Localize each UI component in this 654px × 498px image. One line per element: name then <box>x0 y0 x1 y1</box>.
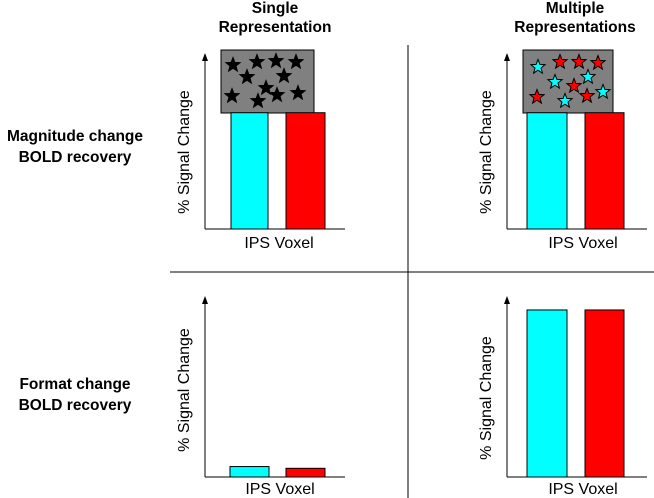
bar-red <box>584 309 625 478</box>
star-icon <box>570 53 588 70</box>
star-icon <box>248 53 266 70</box>
star-icon <box>528 88 546 105</box>
bar-red <box>285 112 326 230</box>
star-icon <box>267 52 285 69</box>
panel-format-multiple: % Signal Change IPS Voxel <box>478 296 647 498</box>
bar-cyan <box>230 112 269 230</box>
star-icon <box>546 73 564 90</box>
star-icon <box>257 79 275 96</box>
star-icon <box>275 67 293 84</box>
bar-cyan <box>526 309 568 478</box>
row-label-format-line1: Format change <box>19 376 130 393</box>
column-title-multiple-line2: Representations <box>514 19 635 36</box>
row-label-magnitude-line2: BOLD recovery <box>19 149 132 166</box>
column-title-single-line1: Single <box>252 0 299 17</box>
bar-red <box>285 467 326 478</box>
x-axis-label: IPS Voxel <box>548 235 617 252</box>
bar-cyan <box>526 112 568 230</box>
star-icon <box>565 77 583 94</box>
panel-magnitude-multiple: % Signal Change IPS Voxel <box>478 53 647 252</box>
y-axis-label: % Signal Change <box>176 328 193 452</box>
star-icon <box>556 92 574 109</box>
star-icon <box>287 53 305 70</box>
x-axis-label: IPS Voxel <box>548 481 617 498</box>
star-icon <box>249 92 267 109</box>
star-icon <box>529 58 547 75</box>
panel-format-single: % Signal Change IPS Voxel <box>176 296 345 498</box>
row-label-format-line2: BOLD recovery <box>19 397 132 414</box>
star-icon <box>268 86 286 103</box>
star-icon <box>594 83 612 100</box>
star-icon <box>289 84 307 101</box>
single-stimulus-stars <box>223 52 307 109</box>
y-axis-label: % Signal Change <box>478 90 495 214</box>
star-icon <box>238 68 256 85</box>
panel-magnitude-single: % Signal Change IPS Voxel <box>176 53 345 252</box>
bar-red <box>584 112 625 230</box>
x-axis-label: IPS Voxel <box>244 235 313 252</box>
star-icon <box>223 87 241 104</box>
star-icon <box>551 53 569 70</box>
star-icon <box>224 56 242 73</box>
star-icon <box>578 87 596 104</box>
x-axis-label: IPS Voxel <box>245 481 314 498</box>
y-axis-label: % Signal Change <box>478 336 495 460</box>
row-label-magnitude-line1: Magnitude change <box>7 128 143 145</box>
y-axis-label: % Signal Change <box>176 90 193 214</box>
column-title-multiple-line1: Multiple <box>546 0 605 17</box>
column-title-single-line2: Representation <box>219 19 332 36</box>
multiple-stimulus-stars <box>528 53 612 109</box>
star-icon <box>579 68 597 85</box>
bar-cyan <box>229 466 270 478</box>
star-icon <box>589 54 607 71</box>
